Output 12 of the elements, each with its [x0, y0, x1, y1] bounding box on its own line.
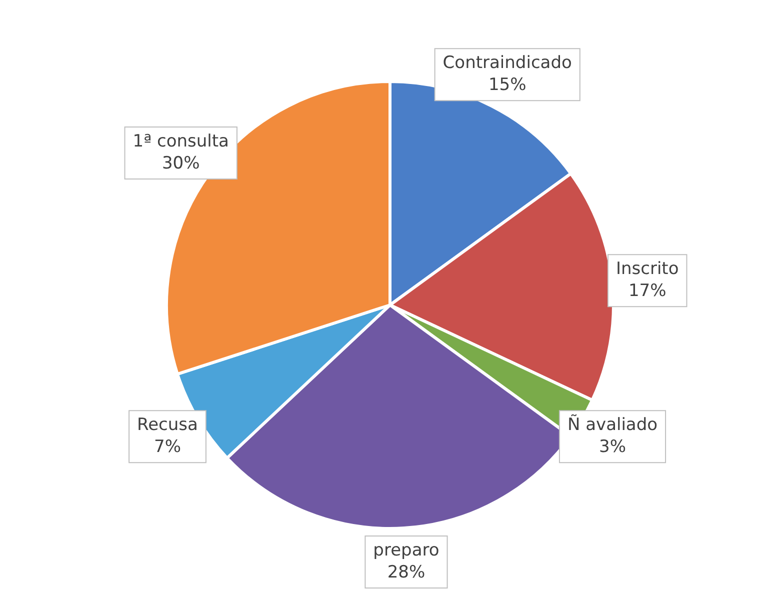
data-label: 28% [387, 562, 426, 582]
slice-label: 1ª consulta [132, 131, 229, 152]
slice-label: Contraindicado [442, 53, 572, 74]
slice-label: Ñ avaliado [567, 414, 658, 436]
slice-label: Recusa [137, 415, 198, 436]
data-label: 30% [162, 153, 200, 174]
data-label: 17% [628, 281, 666, 302]
data-label: 7% [154, 437, 181, 458]
data-label: 15% [488, 75, 526, 96]
slice-label: preparo [373, 540, 440, 560]
slice-label: Inscrito [616, 259, 679, 280]
data-label: 3% [599, 437, 626, 458]
